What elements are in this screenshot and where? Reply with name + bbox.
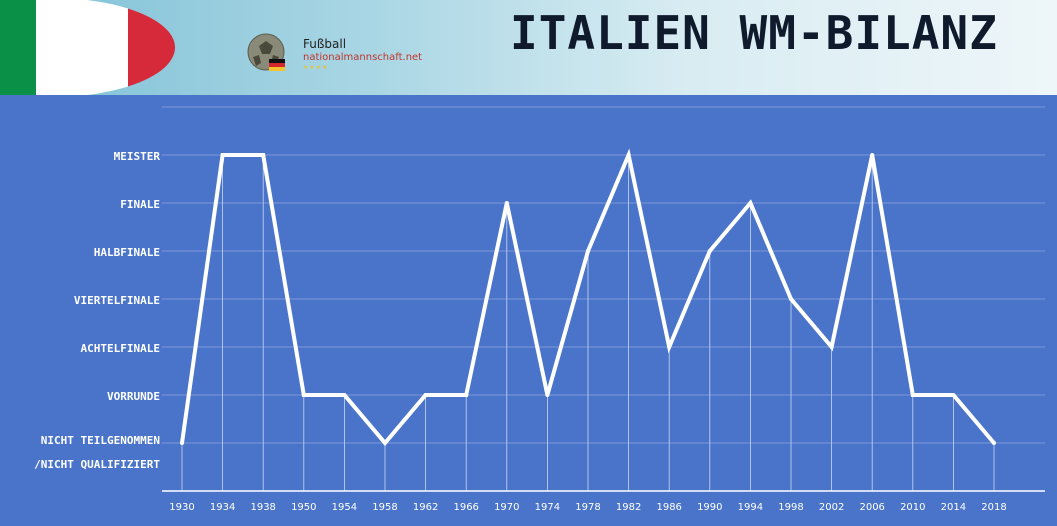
x-tick-label: 1930 xyxy=(169,502,194,513)
data-point-1958 xyxy=(383,441,387,445)
logo-stars: ★★★★ xyxy=(303,64,329,71)
data-point-1986 xyxy=(667,345,672,349)
data-point-1950 xyxy=(301,393,306,397)
x-tick-label: 1950 xyxy=(291,502,316,513)
data-point-1934 xyxy=(220,153,225,157)
header-banner: Fußball nationalmannschaft.net ★★★★ ITAL… xyxy=(0,0,1057,95)
x-tick-label: 1982 xyxy=(616,502,641,513)
data-point-1974 xyxy=(545,393,550,397)
data-point-1954 xyxy=(342,393,347,397)
data-point-2014 xyxy=(951,393,956,397)
x-tick-label: 1938 xyxy=(250,502,275,513)
data-point-1962 xyxy=(423,393,428,397)
data-point-1930 xyxy=(180,441,184,445)
football-icon xyxy=(247,33,285,71)
y-label-vorrunde: VORRUNDE xyxy=(107,390,160,403)
data-point-1938 xyxy=(261,153,266,157)
y-label-viertelfinale: VIERTELFINALE xyxy=(74,294,160,307)
x-tick-label: 1962 xyxy=(413,502,438,513)
data-point-1982 xyxy=(626,153,631,157)
y-label-halbfinale: HALBFINALE xyxy=(94,246,160,259)
logo-text-fussball: Fußball xyxy=(303,37,347,51)
x-tick-label: 1970 xyxy=(494,502,519,513)
data-point-2006 xyxy=(870,153,875,157)
data-point-2002 xyxy=(829,345,834,349)
x-tick-label: 2014 xyxy=(941,502,966,513)
x-tick-label: 2010 xyxy=(900,502,925,513)
data-point-1978 xyxy=(586,249,590,253)
x-tick-label: 2002 xyxy=(819,502,844,513)
x-tick-label: 2018 xyxy=(981,502,1006,513)
x-tick-label: 1966 xyxy=(453,502,478,513)
x-tick-label: 1974 xyxy=(535,502,560,513)
italy-flag-icon xyxy=(0,0,175,95)
y-label-meister: MEISTER xyxy=(114,150,161,163)
data-point-1990 xyxy=(707,249,712,253)
x-tick-label: 1978 xyxy=(575,502,600,513)
x-tick-label: 2006 xyxy=(859,502,884,513)
page-title: ITALIEN WM-BILANZ xyxy=(510,6,998,60)
data-point-2010 xyxy=(910,393,915,397)
y-label-nicht-qualifiziert: /NICHT QUALIFIZIERT xyxy=(34,458,160,471)
y-label-nicht-teilgenommen: NICHT TEILGENOMMEN xyxy=(41,434,160,447)
data-point-2018 xyxy=(992,441,996,445)
y-axis-labels: MEISTER FINALE HALBFINALE VIERTELFINALE … xyxy=(34,150,160,471)
x-tick-label: 1986 xyxy=(656,502,681,513)
data-point-1994 xyxy=(748,201,753,205)
x-tick-label: 1998 xyxy=(778,502,803,513)
drop-lines xyxy=(181,155,995,491)
line-chart: MEISTER FINALE HALBFINALE VIERTELFINALE … xyxy=(34,106,1045,513)
data-point-1966 xyxy=(464,393,469,397)
x-tick-label: 1994 xyxy=(738,502,763,513)
data-point-1970 xyxy=(504,201,509,205)
y-label-achtelfinale: ACHTELFINALE xyxy=(81,342,160,355)
x-tick-label: 1954 xyxy=(332,502,357,513)
data-point-1998 xyxy=(789,297,793,301)
x-axis-labels: 1930 1934 1938 1950 1954 1958 1962 1966 1970 1974… xyxy=(169,502,1006,513)
x-tick-label: 1958 xyxy=(372,502,397,513)
logo-text-domain: nationalmannschaft.net xyxy=(303,52,423,63)
x-tick-label: 1990 xyxy=(697,502,722,513)
y-label-finale: FINALE xyxy=(120,198,160,211)
site-logo: Fußball nationalmannschaft.net ★★★★ xyxy=(247,33,447,75)
x-tick-label: 1934 xyxy=(210,502,235,513)
data-points xyxy=(180,153,996,445)
